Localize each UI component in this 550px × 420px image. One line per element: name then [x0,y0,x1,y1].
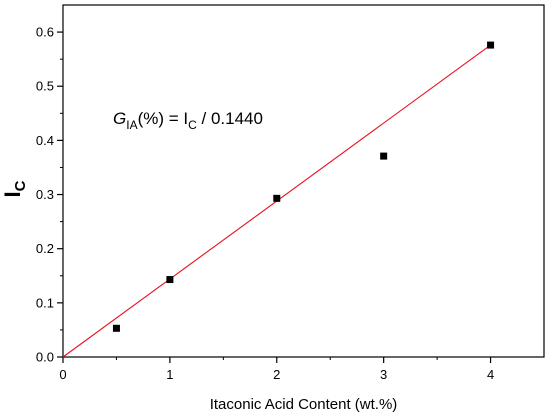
formula-part: G [113,109,126,128]
x-axis-label: Itaconic Acid Content (wt.%) [210,396,398,413]
y-tick-label: 0.4 [36,133,54,148]
x-ticks: 0 1 2 3 4 [59,357,494,382]
data-point [166,276,174,284]
x-tick-label: 1 [166,367,173,382]
data-point [380,152,388,160]
data-point [273,194,281,202]
x-tick-label: 0 [59,367,66,382]
formula-annotation: GIA(%) = IC / 0.1440 [113,109,263,132]
y-axis-label-sub: C [12,180,29,191]
x-tick-label: 3 [380,367,387,382]
formula-part: / 0.1440 [197,109,263,128]
formula-part: (%) = I [138,109,189,128]
axes [62,4,545,358]
y-tick-label: 0.3 [36,187,54,202]
y-tick-label: 0.6 [36,25,54,40]
y-tick-label: 0.1 [36,295,54,310]
x-tick-label: 2 [273,367,280,382]
plot-frame [62,4,545,358]
x-tick-label: 4 [487,367,494,382]
y-axis-label-main: I [0,191,25,197]
y-ticks: 0.0 0.1 0.2 0.3 0.4 0.5 0.6 [36,25,63,365]
series-layer [62,41,495,358]
formula-part: IA [126,118,137,132]
y-tick-label: 0.2 [36,241,54,256]
y-tick-label: 0.0 [36,350,54,365]
data-point [112,324,120,332]
y-axis-label: IC [0,180,29,197]
formula-part: C [188,118,197,132]
y-tick-label: 0.5 [36,79,54,94]
data-point [487,41,495,49]
